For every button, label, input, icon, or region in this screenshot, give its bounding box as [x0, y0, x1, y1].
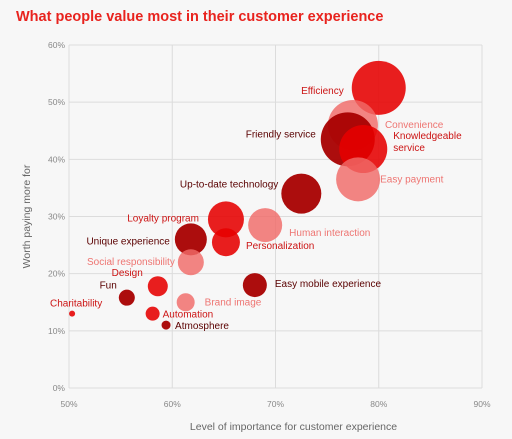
bubble-label: Charitability: [50, 299, 102, 310]
y-tick-label: 30%: [48, 212, 65, 222]
bubble-label: Loyalty program: [127, 213, 199, 224]
bubble-label: Unique experience: [86, 236, 170, 247]
bubble-easy-mobile-experience: [242, 273, 267, 298]
bubble-label: Design: [112, 268, 143, 279]
x-tick-label: 60%: [164, 399, 181, 409]
bubble-easy-payment: [336, 157, 381, 202]
bubble-efficiency: [351, 60, 406, 115]
bubble-label: Fun: [100, 281, 117, 292]
bubble-labels: Efficiency Convenience Friendly service Kno…: [50, 86, 462, 332]
x-tick-label: 70%: [267, 399, 284, 409]
bubble-label: Personalization: [246, 241, 314, 252]
bubble-label: Convenience: [385, 120, 444, 131]
y-tick-label: 20%: [48, 269, 65, 279]
bubble-label: Easy mobile experience: [275, 279, 382, 290]
bubble-automation: [145, 306, 160, 321]
y-tick-label: 50%: [48, 97, 65, 107]
x-tick-labels: 50% 60% 70% 80% 90%: [60, 399, 490, 409]
x-tick-label: 80%: [370, 399, 387, 409]
x-tick-label: 90%: [473, 399, 490, 409]
y-axis-label: Worth paying more for: [21, 164, 33, 268]
bubble-label: Automation: [163, 310, 214, 321]
bubble-loyalty-program: [207, 201, 244, 238]
bubble-series: [69, 60, 406, 330]
bubble-label: Human interaction: [289, 228, 370, 239]
y-tick-label: 40%: [48, 154, 65, 164]
bubble-label: Efficiency: [301, 86, 344, 97]
bubble-design: [147, 276, 168, 297]
bubble-label: Friendly service: [246, 129, 316, 140]
y-tick-label: 0%: [53, 383, 66, 393]
bubble-up-to-date-technology: [281, 173, 322, 214]
bubble-label: Easy payment: [380, 174, 444, 185]
bubble-label: Up-to-date technology: [180, 180, 278, 191]
bubble-personalization: [211, 228, 240, 257]
bubble-label: Knowledgeable service: [393, 131, 462, 154]
bubble-label: Atmosphere: [175, 321, 229, 332]
bubble-atmosphere: [161, 320, 171, 330]
chart-title: What people value most in their customer…: [16, 9, 384, 25]
bubble-label: Social responsibility: [87, 257, 175, 268]
x-tick-label: 50%: [60, 399, 77, 409]
y-tick-label: 10%: [48, 326, 65, 336]
bubble-charitability: [69, 310, 76, 317]
bubble-human-interaction: [248, 208, 283, 243]
bubble-label: Brand image: [205, 297, 262, 308]
bubble-social-responsibility: [177, 249, 204, 276]
bubble-brand-image: [176, 293, 195, 312]
bubble-unique-experience: [174, 223, 207, 256]
y-tick-labels: 0% 10% 20% 30% 40% 50% 60%: [48, 40, 65, 393]
bubble-fun: [118, 289, 135, 306]
x-axis-label: Level of importance for customer experie…: [190, 421, 397, 433]
y-tick-label: 60%: [48, 40, 65, 50]
